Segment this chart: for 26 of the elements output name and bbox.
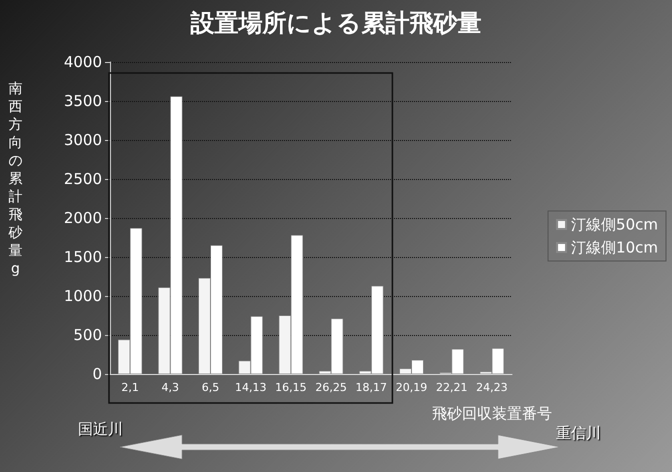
y-tick-label: 3000 — [64, 131, 102, 149]
y-tick-label: 500 — [73, 326, 102, 344]
x-axis-title: 飛砂回収装置番号 — [432, 404, 552, 422]
y-tick-label: 4000 — [64, 53, 102, 71]
legend-label: 汀線側10cm — [571, 238, 658, 256]
x-tick-label: 24,23 — [476, 381, 508, 394]
legend-label: 汀線側50cm — [571, 216, 658, 234]
text: 重信川 — [556, 424, 601, 443]
x-tick-label: 2,1 — [121, 381, 139, 394]
x-tick-label: 16,15 — [275, 381, 307, 394]
x-tick-label: 22,21 — [436, 381, 468, 394]
x-tick-label: 4,3 — [162, 381, 180, 394]
y-tick-label: 2000 — [64, 209, 102, 227]
x-tick-label: 20,19 — [396, 381, 428, 394]
x-tick-label: 6,5 — [202, 381, 220, 394]
text: 国近川 — [78, 420, 123, 439]
x-tick-label: 14,13 — [234, 381, 266, 394]
x-tick-label: 26,25 — [315, 381, 347, 394]
text: 南西方向の累計飛砂量 g — [8, 81, 22, 277]
y-tick-label: 0 — [92, 365, 102, 383]
y-tick-label: 1500 — [64, 248, 102, 266]
y-tick-label: 1000 — [64, 287, 102, 305]
y-tick-label: 3500 — [64, 92, 102, 110]
chart-title: 設置場所による累計飛砂量 — [190, 9, 482, 37]
x-tick-label: 18,17 — [356, 381, 388, 394]
y-tick-label: 2500 — [64, 170, 102, 188]
